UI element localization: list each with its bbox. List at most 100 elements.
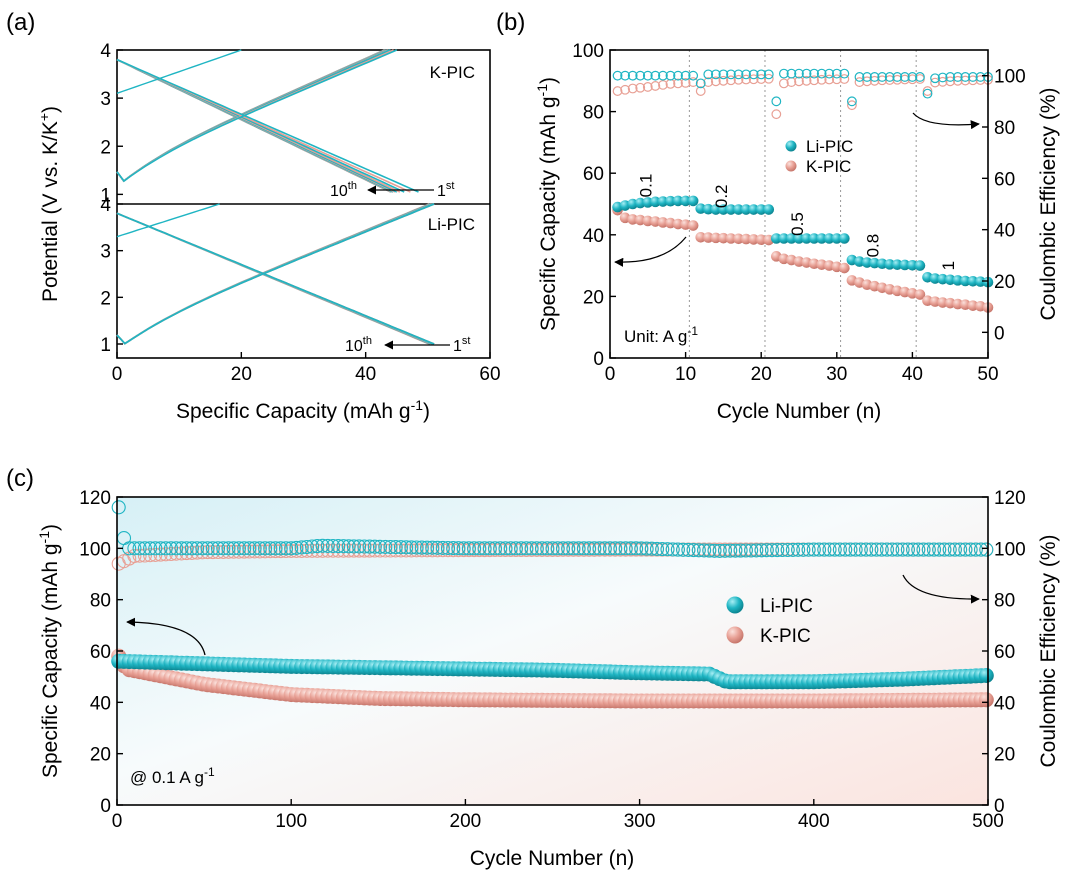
ce-point-Li-PIC	[884, 72, 895, 82]
ce-point-Li-PIC	[695, 78, 706, 89]
svg-text:10th: 10th	[330, 180, 357, 200]
svg-text:1st: 1st	[437, 180, 454, 200]
capacity-point-Li-PIC	[816, 233, 827, 244]
capacity-point-K-PIC	[627, 214, 638, 225]
curve-charge-Li-PIC-cycle-3	[116, 203, 435, 345]
panel-c-legend: Li-PIC K-PIC	[726, 596, 813, 647]
ce-point-Li-PIC	[756, 69, 767, 80]
ce-point-Li-PIC	[529, 541, 544, 556]
legend-marker-k	[785, 160, 797, 172]
ce-point-K-PIC	[831, 74, 842, 85]
ce-point-Li-PIC	[670, 542, 685, 557]
panel-b-ytick-label: 40	[583, 226, 604, 247]
ce-point-Li-PIC	[299, 539, 314, 555]
capacity-point-K-PIC	[967, 300, 979, 311]
ce-point-Li-PIC	[195, 541, 210, 556]
ce-point-Li-PIC	[703, 69, 714, 80]
ce-point-K-PIC	[635, 82, 646, 93]
ce-point-Li-PIC	[289, 540, 304, 555]
capacity-point-K-PIC	[687, 220, 699, 231]
ce-point-Li-PIC	[205, 541, 220, 556]
panel-b-y2-ytick-label: 40	[994, 221, 1015, 242]
capacity-point-Li-PIC	[718, 204, 729, 215]
ce-point-Li-PIC	[892, 72, 903, 82]
ce-point-Li-PIC	[216, 541, 231, 556]
ce-point-Li-PIC	[869, 542, 884, 557]
ce-point-Li-PIC	[644, 541, 659, 556]
ce-point-Li-PIC	[242, 541, 257, 556]
panel-b-rate-labels: 0.1 0.2 0.5 0.8 1	[637, 174, 958, 271]
capacity-point-Li-PIC	[710, 204, 722, 215]
ce-point-Li-PIC	[771, 96, 782, 107]
ce-point-Li-PIC	[848, 542, 863, 557]
legend-marker-li	[785, 140, 797, 152]
ce-point-Li-PIC	[794, 68, 804, 79]
ce-point-Li-PIC	[862, 72, 872, 82]
panel-label-b: (b)	[496, 9, 525, 36]
ce-point-Li-PIC	[770, 543, 785, 558]
capacity-point-Li-PIC	[801, 233, 812, 244]
ce-point-Li-PIC	[210, 541, 226, 556]
ce-point-Li-PIC	[822, 542, 837, 557]
ce-point-Li-PIC	[686, 543, 701, 558]
ce-point-Li-PIC	[498, 541, 513, 556]
ce-point-K-PIC	[847, 100, 857, 111]
rate-label: 0.2	[712, 184, 731, 208]
curve-first-cycle-Li-PIC	[116, 203, 220, 238]
ce-point-Li-PIC	[137, 541, 152, 556]
ce-point-Li-PIC	[639, 541, 654, 556]
capacity-point-Li-PIC	[960, 275, 971, 287]
capacity-point-Li-PIC	[771, 233, 782, 244]
ce-point-Li-PIC	[618, 541, 633, 556]
ce-point-Li-PIC	[712, 543, 727, 558]
panel-c-arrow-right	[902, 574, 980, 604]
capacity-point-Li-PIC	[907, 259, 918, 271]
ce-point-Li-PIC	[809, 68, 820, 79]
capacity-point-Li-PIC	[884, 259, 896, 270]
ce-point-Li-PIC	[608, 541, 623, 556]
capacity-point-K-PIC	[718, 232, 729, 244]
ce-point-Li-PIC	[325, 538, 341, 554]
ce-point-Li-PIC	[665, 70, 676, 81]
panel-a-xlabel: Specific Capacity (mAh g-1)	[176, 397, 430, 423]
ce-point-Li-PIC	[785, 542, 800, 557]
ce-point-Li-PIC	[346, 539, 361, 554]
ce-point-Li-PIC	[778, 68, 789, 79]
ce-point-Li-PIC	[399, 540, 414, 555]
ce-point-Li-PIC	[801, 542, 816, 557]
ce-point-K-PIC	[710, 76, 721, 87]
capacity-point-Li-PIC	[695, 203, 707, 214]
ce-point-Li-PIC	[775, 542, 790, 558]
ce-point-Li-PIC	[744, 543, 759, 558]
capacity-point-Li-PIC	[967, 276, 979, 287]
panel-b-ytick-label: 20	[583, 287, 604, 308]
ce-point-K-PIC	[695, 86, 706, 96]
ce-point-Li-PIC	[393, 540, 408, 555]
panel-a-Li-PIC-ytick-label: 4	[100, 195, 111, 216]
ann-10th-top-sup: th	[348, 180, 357, 192]
ce-point-K-PIC	[205, 545, 220, 560]
ce-point-Li-PIC	[420, 540, 435, 555]
ce-point-Li-PIC	[237, 541, 252, 556]
ce-point-K-PIC	[352, 543, 367, 558]
ce-point-Li-PIC	[315, 538, 330, 553]
capacity-point-Li-PIC	[740, 204, 752, 215]
panel-a-top-name: K-PIC	[430, 63, 475, 82]
ce-point-Li-PIC	[597, 541, 612, 556]
ce-point-K-PIC	[680, 77, 691, 88]
ce-point-Li-PIC	[838, 542, 853, 557]
ce-point-Li-PIC	[550, 541, 565, 556]
ce-point-Li-PIC	[435, 540, 450, 555]
ce-point-Li-PIC	[414, 540, 429, 555]
ce-point-Li-PIC	[806, 542, 821, 557]
ce-point-K-PIC	[627, 83, 638, 94]
panel-b-ylabel: Specific Capacity (mAh g-1)	[534, 77, 560, 331]
ce-point-Li-PIC	[658, 70, 668, 81]
ce-point-K-PIC	[703, 77, 714, 87]
ce-point-K-PIC	[771, 109, 782, 120]
panel-c-ytick-label: 20	[90, 745, 111, 766]
capacity-point-K-PIC	[839, 262, 850, 274]
panel-c-ytick-label: 0	[100, 796, 111, 817]
panel-c-ytick-label: 40	[90, 693, 111, 714]
panel-b-xtick-label: 50	[977, 364, 998, 385]
